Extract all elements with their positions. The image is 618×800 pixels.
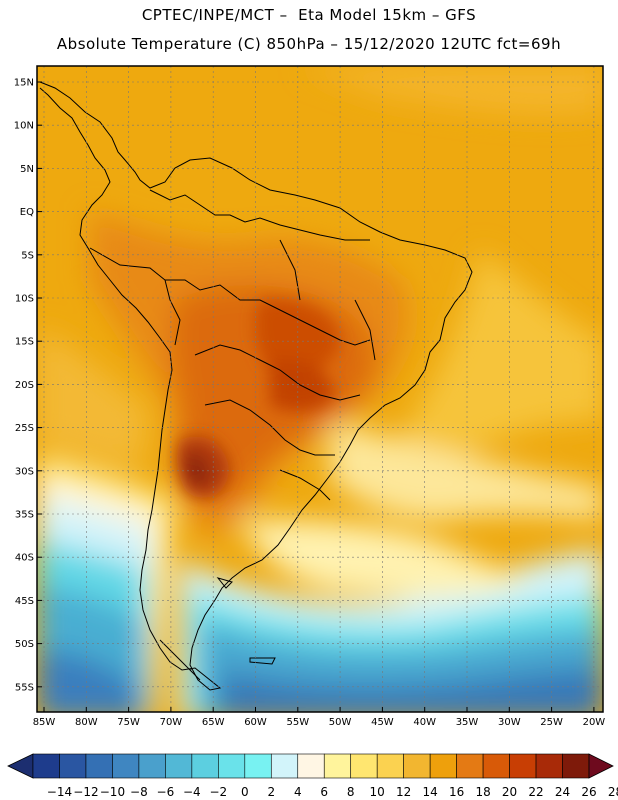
- lon-label: 80W: [75, 717, 98, 728]
- lat-label: 55S: [15, 682, 34, 693]
- colorbar-label: 12: [396, 785, 411, 799]
- lat-label: EQ: [20, 207, 34, 218]
- lon-label: 25W: [540, 717, 563, 728]
- colorbar-label: 2: [267, 785, 275, 799]
- colorbar-swatch: [482, 753, 510, 779]
- colorbar-label: 26: [581, 785, 596, 799]
- colorbar-swatch: [218, 753, 246, 779]
- colorbar-label: 28: [608, 785, 618, 799]
- lat-label: 5S: [21, 250, 34, 261]
- colorbar-label: 24: [555, 785, 570, 799]
- lat-label: 10N: [14, 121, 34, 132]
- title-line-1: CPTEC/INPE/MCT – Eta Model 15km – GFS: [141, 6, 477, 24]
- colorbar-swatch: [350, 753, 378, 779]
- colorbar-swatch: [456, 753, 484, 779]
- colorbar-label: 10: [370, 785, 385, 799]
- colorbar-swatch: [429, 753, 457, 779]
- lon-label: 20W: [583, 717, 606, 728]
- colorbar-swatch: [244, 753, 272, 779]
- colorbar-label: 14: [423, 785, 438, 799]
- temperature-field: [37, 66, 603, 712]
- lat-label: 25S: [15, 423, 34, 434]
- colorbar-end-low: [7, 753, 34, 779]
- colorbar-label: −14: [47, 785, 72, 799]
- colorbar-label: 0: [241, 785, 249, 799]
- colorbar-swatch: [32, 753, 60, 779]
- colorbar-swatch: [191, 753, 219, 779]
- title-line-2: Absolute Temperature (C) 850hPa – 15/12/…: [56, 35, 562, 53]
- lat-label: 20S: [15, 380, 34, 391]
- colorbar-swatch: [59, 753, 87, 779]
- lon-label: 45W: [371, 717, 394, 728]
- colorbar-label: −6: [157, 785, 175, 799]
- colorbar-swatch: [112, 753, 140, 779]
- colorbar-labels: −14 −12 −10 −8 −6 −4 −2 0 2 4 6 8 10 12 14 16 18 20 22 24 26…: [47, 785, 618, 799]
- coastlines: [39, 81, 473, 691]
- lon-label: 50W: [329, 717, 352, 728]
- colorbar-swatch: [297, 753, 325, 779]
- colorbar-swatch: [85, 753, 113, 779]
- colorbar-label: −8: [130, 785, 148, 799]
- colorbar-label: 22: [528, 785, 543, 799]
- colorbar-label: 4: [294, 785, 302, 799]
- colorbar-label: 16: [449, 785, 464, 799]
- latitude-axis: 15N 10N 5N EQ 5S 10S 15S 20S 25S 30S 35S 40S 45S 50S 5…: [14, 78, 42, 693]
- lon-label: 70W: [160, 717, 183, 728]
- colorbar-label: −4: [183, 785, 201, 799]
- lon-label: 35W: [456, 717, 479, 728]
- colorbar-label: −10: [100, 785, 125, 799]
- lat-label: 15N: [14, 78, 34, 89]
- lon-label: 30W: [498, 717, 521, 728]
- lat-label: 30S: [15, 466, 34, 477]
- graticule: [37, 66, 603, 712]
- colorbar-label: 18: [475, 785, 490, 799]
- lat-label: 45S: [15, 596, 34, 607]
- colorbar-swatch: [323, 753, 352, 779]
- colorbar-label: 20: [502, 785, 517, 799]
- colorbar-label: −12: [73, 785, 98, 799]
- lat-label: 5N: [20, 164, 34, 175]
- lon-label: 65W: [202, 717, 225, 728]
- lat-label: 50S: [15, 639, 34, 650]
- colorbar-label: 8: [347, 785, 355, 799]
- colorbar-end-high: [588, 753, 614, 779]
- colorbar-label: 6: [320, 785, 328, 799]
- lat-label: 40S: [15, 553, 34, 564]
- colorbar-swatch: [562, 753, 590, 779]
- longitude-axis: 85W 80W 75W 70W 65W 60W 55W 50W 45W 40W 35W 30W 25W 2…: [33, 707, 606, 728]
- map-frame: [36, 65, 604, 713]
- colorbar-swatch: [270, 753, 299, 779]
- lon-label: 40W: [413, 717, 436, 728]
- lat-label: 35S: [15, 510, 34, 521]
- colorbar-swatch: [138, 753, 166, 779]
- lon-label: 75W: [117, 717, 140, 728]
- lat-label: 10S: [15, 294, 34, 305]
- colorbar-label: −2: [209, 785, 227, 799]
- colorbar-swatch: [535, 753, 563, 779]
- lat-label: 15S: [15, 337, 34, 348]
- colorbar-swatch: [165, 753, 193, 779]
- colorbar-swatch: [376, 753, 404, 779]
- colorbar: [7, 753, 614, 779]
- colorbar-swatch: [509, 753, 537, 779]
- lon-label: 55W: [286, 717, 309, 728]
- lon-label: 85W: [33, 717, 56, 728]
- lon-label: 60W: [244, 717, 267, 728]
- colorbar-swatch: [403, 753, 431, 779]
